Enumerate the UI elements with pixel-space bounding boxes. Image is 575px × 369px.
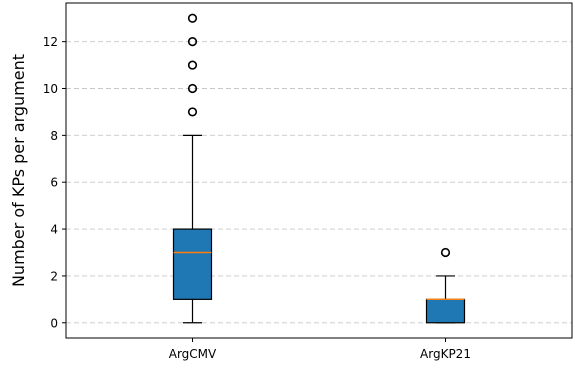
y-tick-label: 6 [50,176,58,190]
outlier-point [187,60,198,70]
iqr-box [425,298,466,324]
y-tick-label: 10 [43,82,58,96]
outlier-point [187,13,198,23]
y-tick-label: 4 [50,223,58,237]
plot-frame [65,2,573,339]
y-tick-label: 2 [50,269,58,283]
outlier-point [187,37,198,47]
box-argcmv [172,13,213,324]
iqr-box [172,228,213,300]
box-series [172,13,466,324]
outlier-point [187,83,198,94]
outlier-point [187,107,198,117]
x-tick-label: ArgCMV [169,347,217,361]
y-axis: 0 2 4 6 8 10 12 [43,35,66,330]
y-tick-label: 8 [50,129,58,143]
x-axis: ArgCMV ArgKP21 [169,338,471,361]
y-axis-label: Number of KPs per argument [9,54,28,287]
x-tick-label: ArgKP21 [420,347,471,361]
grid-lines [66,41,572,324]
outlier-point [440,247,451,258]
y-tick-label: 12 [43,35,58,49]
y-tick-label: 0 [50,316,58,330]
box-argkp21 [425,247,466,324]
